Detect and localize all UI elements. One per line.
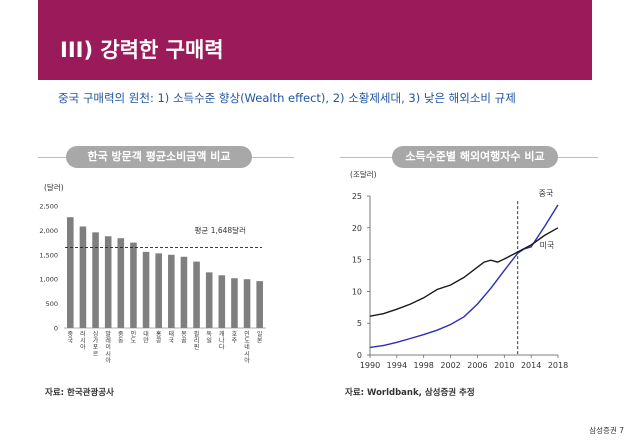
right-chart-header: 소득수준별 해외여행자수 비교 <box>392 146 558 168</box>
bar <box>117 238 125 328</box>
page-subtitle: 중국 구매력의 원천: 1) 소득수준 향상(Wealth effect), 2… <box>58 91 516 105</box>
x-tick-label: 1994 <box>387 361 407 370</box>
y-tick-label: 20 <box>352 224 362 233</box>
left-chart-header: 한국 방문객 평균소비금액 비교 <box>66 146 252 168</box>
bar <box>168 254 175 328</box>
bar <box>231 278 238 328</box>
y-tick-label: 1,500 <box>39 251 58 259</box>
x-tick-label: 1990 <box>360 361 380 370</box>
bar <box>205 272 213 328</box>
y-tick-label: 2,000 <box>39 227 58 235</box>
page-title: III) 강력한 구매력 <box>60 38 224 62</box>
series-line <box>369 227 559 317</box>
left-source-note: 자료: 한국관광공사 <box>45 388 114 398</box>
x-tick-label: 1998 <box>414 361 434 370</box>
y-tick-label: 5 <box>357 319 362 328</box>
bar <box>180 256 188 328</box>
bar <box>79 226 87 328</box>
bar <box>218 275 226 328</box>
y-tick-label: 0 <box>54 325 58 333</box>
series-label-usa: 미국 <box>540 241 555 250</box>
right-source-note: 자료: Worldbank, 삼성증권 추정 <box>345 388 475 398</box>
x-tick-label: 2014 <box>521 361 541 370</box>
series-line <box>369 204 559 349</box>
x-tick-label: 2018 <box>548 361 568 370</box>
y-tick-label: 10 <box>352 287 362 296</box>
bar <box>155 253 162 328</box>
title-bar <box>38 0 592 80</box>
bar <box>130 242 137 328</box>
bar <box>142 251 150 328</box>
average-label: 평균 1,648달러 <box>195 225 246 235</box>
bar <box>256 281 263 328</box>
y-tick-label: 0 <box>357 351 362 360</box>
x-tick-label: 2002 <box>440 361 460 370</box>
series-label-china: 중국 <box>539 189 554 198</box>
x-tick-label: 2010 <box>494 361 514 370</box>
bar <box>104 236 112 328</box>
left-bar-chart: (달러) 0 500 1,000 1,500 2,000 2,500 중 국 러 시 아 싱 가 포 르 말 레 이… <box>39 183 266 364</box>
y-tick-label: 2,500 <box>39 203 58 211</box>
page-number: 삼성증권 7 <box>589 426 624 435</box>
y-tick-label: 15 <box>352 256 362 265</box>
y-tick-label: 500 <box>46 300 58 308</box>
bar <box>92 232 99 328</box>
y-tick-label: 1,000 <box>39 276 58 284</box>
x-tick-label: 2006 <box>467 361 487 370</box>
y-tick-label: 25 <box>352 192 362 201</box>
bar <box>67 217 74 328</box>
y-axis-label: (조달러) <box>350 170 377 179</box>
bar <box>243 279 251 328</box>
right-line-chart: (조달러) 0 5 10 15 20 25 1990 1994 1998 2002 2006 2010 2… <box>350 170 568 370</box>
bar <box>193 261 200 328</box>
y-axis-label: (달러) <box>44 183 64 192</box>
